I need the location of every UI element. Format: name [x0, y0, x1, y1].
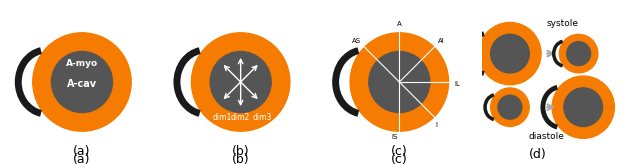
Circle shape [564, 88, 602, 126]
Text: (c): (c) [391, 153, 408, 164]
Text: (a): (a) [73, 153, 91, 164]
Circle shape [491, 88, 529, 126]
Text: (b): (b) [232, 153, 250, 164]
Text: dim3: dim3 [253, 113, 273, 122]
Circle shape [191, 33, 290, 131]
Text: dim1: dim1 [212, 113, 232, 122]
Text: IL: IL [454, 81, 460, 87]
Text: systole: systole [547, 19, 579, 28]
Text: dim2: dim2 [231, 113, 250, 122]
Circle shape [566, 42, 591, 66]
Text: (d): (d) [529, 148, 547, 161]
Circle shape [210, 51, 271, 113]
Text: I: I [436, 122, 438, 128]
Text: A-myo: A-myo [66, 59, 98, 68]
Text: (b): (b) [232, 145, 250, 158]
Circle shape [51, 51, 113, 113]
Text: A-cav: A-cav [67, 80, 97, 89]
Circle shape [498, 95, 522, 119]
Circle shape [559, 34, 598, 73]
Circle shape [552, 76, 614, 138]
Circle shape [350, 33, 449, 131]
Circle shape [369, 51, 430, 113]
Text: (c): (c) [391, 145, 408, 158]
Text: AS: AS [352, 38, 362, 44]
Text: diastole: diastole [529, 133, 564, 142]
Circle shape [479, 22, 541, 85]
Circle shape [491, 34, 529, 73]
Text: AI: AI [438, 38, 444, 44]
Text: (a): (a) [73, 145, 91, 158]
Text: IS: IS [391, 134, 397, 140]
Circle shape [33, 33, 131, 131]
Text: A: A [397, 20, 402, 27]
